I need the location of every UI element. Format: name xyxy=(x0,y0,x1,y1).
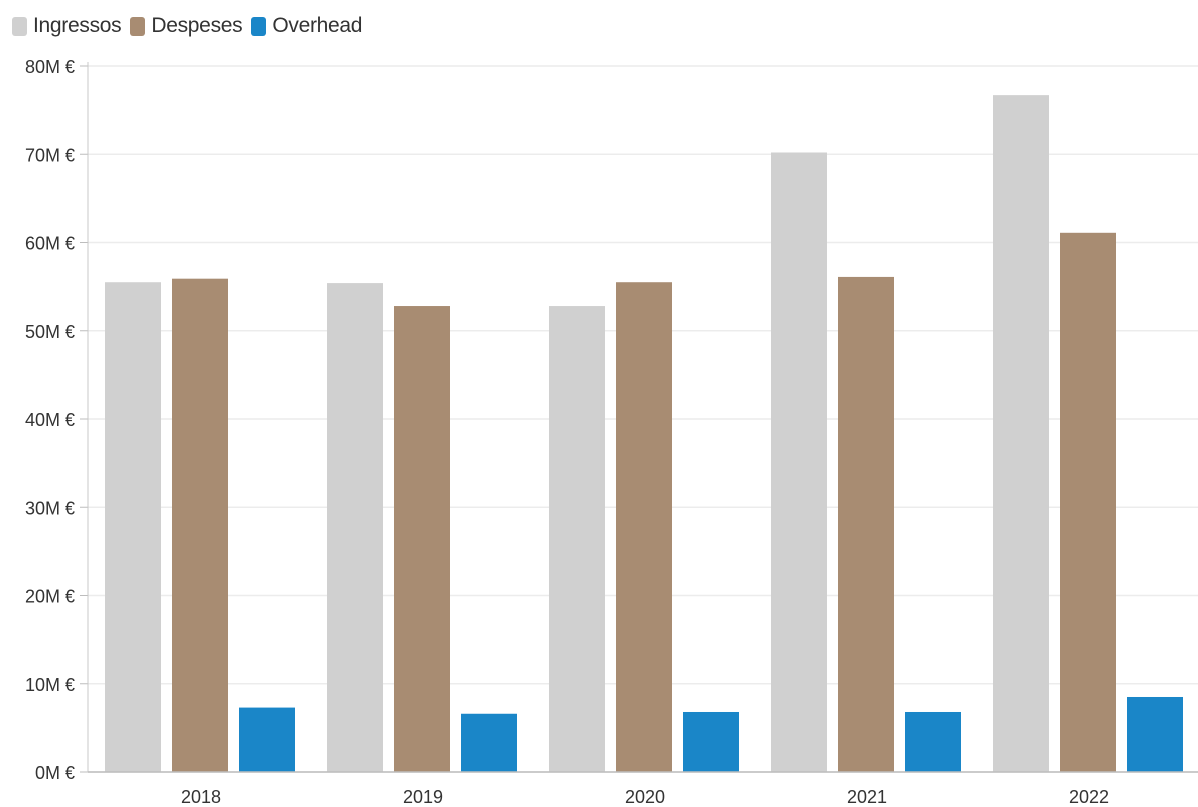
x-tick-label: 2022 xyxy=(1069,787,1109,807)
bar-ingressos-2021 xyxy=(771,152,827,773)
bar-ingressos-2020 xyxy=(549,306,605,772)
bar-overhead-2021 xyxy=(905,711,961,772)
bar-overhead-2018 xyxy=(239,707,295,772)
y-tick-label: 60M € xyxy=(25,234,75,254)
legend-item-despeses: Despeses xyxy=(130,14,243,38)
legend-label: Despeses xyxy=(151,14,243,37)
legend-label: Overhead xyxy=(272,14,363,37)
y-tick-label: 20M € xyxy=(25,587,75,607)
x-tick-label: 2021 xyxy=(847,787,887,807)
y-tick-label: 10M € xyxy=(25,675,75,695)
x-tick-label: 2020 xyxy=(625,787,665,807)
legend-label: Ingressos xyxy=(33,14,122,37)
bar-despeses-2018 xyxy=(172,278,228,772)
bar-ingressos-2018 xyxy=(105,282,161,772)
legend-swatch xyxy=(130,16,146,36)
legend-swatch xyxy=(251,16,267,36)
x-axis: 2018 2019 2020 2021 2022 xyxy=(88,771,1198,807)
bar-despeses-2019 xyxy=(394,306,450,772)
legend-swatch xyxy=(12,16,27,36)
y-tick-label: 0M € xyxy=(35,763,75,783)
y-axis: 0M € 10M € 20M € 30M € 40M € 50M € 60M € 70M € 8… xyxy=(25,57,89,783)
bar-overhead-2022 xyxy=(1127,696,1183,772)
y-tick-label: 80M € xyxy=(25,57,75,77)
bar-overhead-2019 xyxy=(461,713,517,772)
legend-item-overhead: Overhead xyxy=(251,14,362,38)
bar-ingressos-2022 xyxy=(993,95,1049,772)
bar-ingressos-2019 xyxy=(327,283,383,772)
x-tick-label: 2018 xyxy=(181,787,221,807)
y-tick-label: 30M € xyxy=(25,498,75,518)
bar-despeses-2021 xyxy=(838,276,894,772)
bar-despeses-2020 xyxy=(616,282,672,772)
y-tick-label: 50M € xyxy=(25,322,75,342)
x-tick-label: 2019 xyxy=(403,787,443,807)
bar-despeses-2022 xyxy=(1060,232,1116,773)
y-tick-label: 40M € xyxy=(25,410,75,430)
chart-legend: Ingressos Despeses Overhead xyxy=(12,11,371,41)
bar-overhead-2020 xyxy=(683,711,739,772)
y-tick-label: 70M € xyxy=(25,145,75,165)
bars xyxy=(105,95,1183,773)
legend-item-ingressos: Ingressos xyxy=(12,14,122,38)
